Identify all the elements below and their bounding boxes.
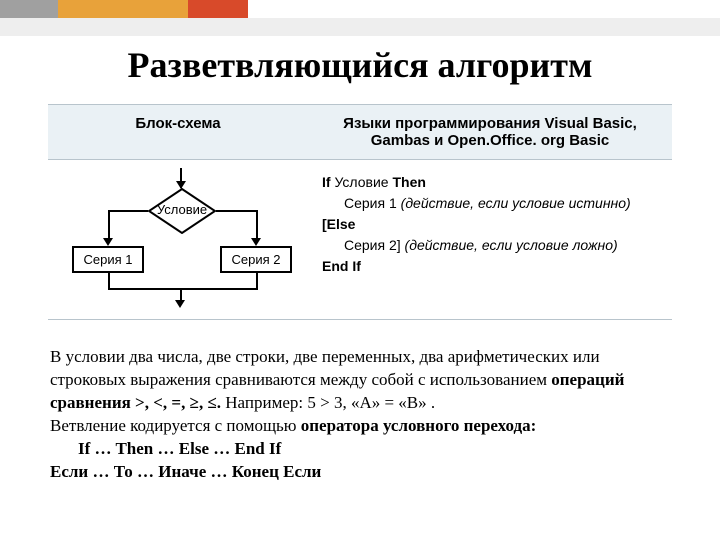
flow-box-series2: Серия 2 [220,246,292,273]
code-cell: If Условие Then Серия 1 (действие, если … [308,160,672,320]
para-text: В условии два числа, две строки, две пер… [50,347,600,389]
code-comment: (действие, если условие истинно) [401,195,631,211]
flow-decision-label: Условие [148,202,216,217]
para-bold: оператора условного перехода: [301,416,536,435]
para-text: Ветвление кодируется с помощью [50,416,301,435]
flow-line [216,210,258,212]
kw-if: If [322,174,334,190]
kw-endif: End If [322,258,361,274]
flow-box-series1: Серия 1 [72,246,144,273]
flow-line [108,288,258,290]
flow-arrowhead [103,238,113,246]
flow-line [108,210,148,212]
flowchart: Условие Серия 1 Серия 2 [48,160,308,308]
page-title: Разветвляющийся алгоритм [0,44,720,86]
kw-then: Then [392,174,425,190]
table-header-languages: Языки программирования Visual Basic, Gam… [308,104,672,160]
accent-gray [0,0,58,18]
header-gray-bar [0,18,720,36]
kw-else: [Else [322,216,355,232]
code-line: Серия 1 (действие, если условие истинно) [322,193,662,214]
flow-line [256,210,258,240]
flowchart-cell: Условие Серия 1 Серия 2 [48,160,308,320]
flow-decision: Условие [148,188,216,234]
accent-color-strip [0,0,248,18]
code-line: If Условие Then [322,172,662,193]
flow-line [108,210,110,240]
code-text: Условие [334,174,392,190]
flow-arrow-in [180,168,182,188]
table-header-flowchart: Блок-схема [48,104,308,160]
accent-orange [58,0,188,18]
code-text: Серия 1 [344,195,401,211]
explanation-paragraph: В условии два числа, две строки, две пер… [50,346,670,484]
code-line: End If [322,256,662,277]
para-text: Например: 5 > 3, «A» = «B» . [221,393,435,412]
code-line: Серия 2] (действие, если условие ложно) [322,235,662,256]
code-text: Серия 2] [344,237,405,253]
flow-arrowhead [175,300,185,308]
comparison-table: Блок-схема Языки программирования Visual… [48,104,672,320]
syntax-en: If … Then … Else … End If [50,438,670,461]
flow-arrowhead [251,238,261,246]
code-comment: (действие, если условие ложно) [405,237,618,253]
syntax-ru: Если … То … Иначе … Конец Если [50,462,321,481]
accent-red [188,0,248,18]
code-line: [Else [322,214,662,235]
